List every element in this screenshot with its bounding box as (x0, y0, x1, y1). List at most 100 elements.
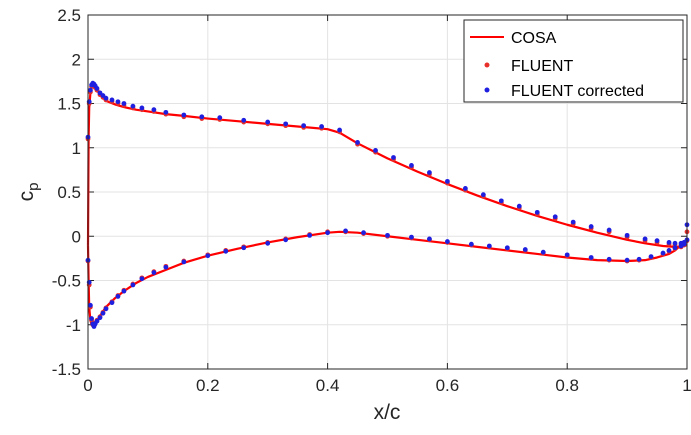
data-point-fluent-corrected-upper-43 (642, 236, 648, 242)
y-axis-label-main: c (15, 191, 38, 202)
data-point-fluent-corrected-upper-12 (115, 99, 121, 105)
data-point-fluent-corrected-lower-38 (588, 255, 594, 260)
y-tick-label-6: 1.5 (57, 95, 81, 114)
data-point-fluent-corrected-upper-46 (672, 240, 678, 246)
x-tick-label-4: 0.8 (555, 376, 579, 395)
x-tick-label-1: 0.2 (196, 376, 220, 395)
data-point-fluent-corrected-lower-25 (325, 230, 330, 236)
data-point-fluent-corrected-lower-28 (385, 232, 390, 238)
data-point-fluent-corrected-lower-17 (163, 264, 169, 270)
y-tick-label-1: -1 (66, 316, 81, 335)
data-point-fluent-corrected-upper-37 (534, 209, 540, 215)
data-point-fluent-corrected-lower-23 (283, 237, 289, 243)
data-point-fluent-corrected-upper-30 (409, 163, 414, 168)
legend-label-fluent-corrected: FLUENT corrected (511, 83, 644, 100)
data-point-fluent-corrected-upper-40 (588, 224, 594, 229)
data-point-fluent-corrected-upper-22 (265, 119, 271, 125)
data-point-fluent-corrected-upper-27 (355, 140, 360, 145)
legend-swatch-fluent-corrected (484, 87, 490, 93)
data-point-fluent-corrected-lower-2 (88, 302, 93, 308)
x-axis-label: x/c (374, 401, 401, 424)
data-point-fluent-corrected-upper-36 (516, 203, 522, 209)
data-point-fluent-corrected-lower-15 (139, 276, 145, 282)
data-point-fluent-corrected-upper-19 (199, 114, 205, 120)
data-point-fluent-corrected-lower-16 (151, 270, 157, 275)
y-tick-label-8: 2.5 (57, 6, 81, 25)
data-point-fluent-corrected-lower-44 (666, 248, 672, 253)
y-tick-label-4: 0.5 (57, 183, 81, 202)
y-tick-label-7: 2 (72, 50, 81, 69)
data-point-fluent-corrected-lower-35 (522, 247, 528, 252)
legend-swatch-fluent (484, 62, 490, 68)
x-tick-labels: 0 0.2 0.4 0.6 0.8 1 (83, 376, 691, 395)
data-point-fluent-corrected-upper-14 (130, 103, 136, 109)
x-tick-label-5: 1 (682, 376, 691, 395)
data-point-fluent-corrected-upper-23 (283, 121, 289, 127)
data-point-fluent-corrected-lower-32 (468, 241, 474, 247)
series-layer (85, 80, 690, 329)
data-point-fluent-corrected-upper-26 (337, 127, 342, 133)
data-point-fluent-corrected-upper-17 (163, 109, 169, 115)
data-point-fluent-corrected-upper-18 (181, 112, 187, 118)
data-point-fluent-corrected-lower-11 (109, 300, 115, 306)
legend-label-fluent: FLUENT (511, 58, 573, 75)
data-point-fluent-corrected-lower-31 (445, 239, 450, 244)
data-point-fluent-corrected-lower-19 (205, 253, 211, 259)
x-tick-label-3: 0.6 (436, 376, 460, 395)
data-point-fluent-corrected-upper-42 (624, 232, 630, 238)
data-point-fluent-corrected-lower-13 (121, 288, 127, 294)
data-point-fluent-corrected-lower-21 (241, 245, 247, 251)
data-point-fluent-corrected-lower-29 (409, 234, 414, 240)
data-point-fluent-corrected-upper-16 (151, 107, 157, 113)
data-point-fluent-corrected-upper-39 (570, 219, 576, 225)
data-point-fluent-corrected-upper-33 (462, 186, 468, 191)
y-tick-label-3: 0 (72, 227, 81, 246)
data-point-fluent-corrected-lower-42 (648, 254, 654, 260)
data-point-fluent-corrected-lower-37 (564, 252, 570, 258)
y-axis-label-subscript: p (25, 183, 42, 191)
data-point-fluent-corrected-lower-18 (181, 259, 187, 265)
y-tick-label-0: -1.5 (52, 360, 81, 379)
data-point-fluent-corrected-lower-27 (361, 230, 366, 236)
data-point-fluent-corrected-lower-36 (540, 249, 546, 255)
data-point-fluent-corrected-lower-26 (343, 228, 348, 234)
data-point-fluent-corrected-lower-12 (115, 294, 121, 299)
data-point-fluent-corrected-upper-25 (319, 124, 325, 129)
data-point-fluent-corrected-lower-39 (606, 256, 612, 262)
data-point-fluent-corrected-upper-21 (241, 117, 247, 123)
data-point-fluent-corrected-upper-7 (94, 86, 100, 91)
data-point-fluent-corrected-upper-24 (301, 123, 307, 129)
data-point-fluent-corrected-lower-3 (89, 316, 94, 321)
data-point-fluent-corrected-upper-35 (498, 198, 504, 204)
data-point-fluent-corrected-upper-41 (606, 227, 612, 233)
y-axis-label-group: cp (15, 183, 42, 202)
data-point-fluent-corrected-lower-33 (486, 243, 492, 249)
data-point-fluent-corrected-upper-10 (103, 95, 109, 101)
data-point-fluent-corrected-upper-38 (552, 214, 558, 220)
legend: COSA FLUENT FLUENT corrected (463, 19, 684, 103)
x-tick-label-0: 0 (83, 376, 92, 395)
y-tick-label-2: -0.5 (52, 272, 81, 291)
y-tick-labels: -1.5 -1 -0.5 0 0.5 1 1.5 2 2.5 (52, 6, 81, 379)
data-point-fluent-corrected-lower-30 (427, 236, 432, 242)
data-point-fluent-corrected-upper-31 (427, 170, 432, 175)
data-point-fluent-corrected-lower-8 (97, 315, 103, 321)
data-point-fluent-corrected-upper-2 (88, 87, 93, 93)
data-point-fluent-corrected-upper-13 (121, 101, 127, 106)
legend-box (463, 19, 684, 103)
data-point-fluent-corrected-lower-10 (103, 306, 109, 312)
data-point-fluent-corrected-lower-45 (672, 245, 678, 251)
legend-label-cosa: COSA (511, 30, 557, 47)
data-point-fluent-corrected-lower-22 (265, 240, 271, 246)
data-point-fluent-corrected-upper-34 (480, 192, 486, 198)
data-point-fluent-corrected-upper-45 (666, 240, 672, 245)
data-point-fluent-corrected-upper-28 (373, 148, 378, 153)
data-point-fluent-corrected-lower-34 (504, 245, 510, 251)
data-point-fluent-corrected-upper-15 (139, 105, 145, 111)
series-fluent-corrected (85, 80, 690, 329)
data-point-fluent-corrected-upper-29 (391, 155, 396, 160)
data-point-fluent-corrected-lower-20 (223, 248, 229, 254)
data-point-fluent-corrected-lower-40 (624, 257, 630, 263)
y-tick-label-5: 1 (72, 139, 81, 158)
